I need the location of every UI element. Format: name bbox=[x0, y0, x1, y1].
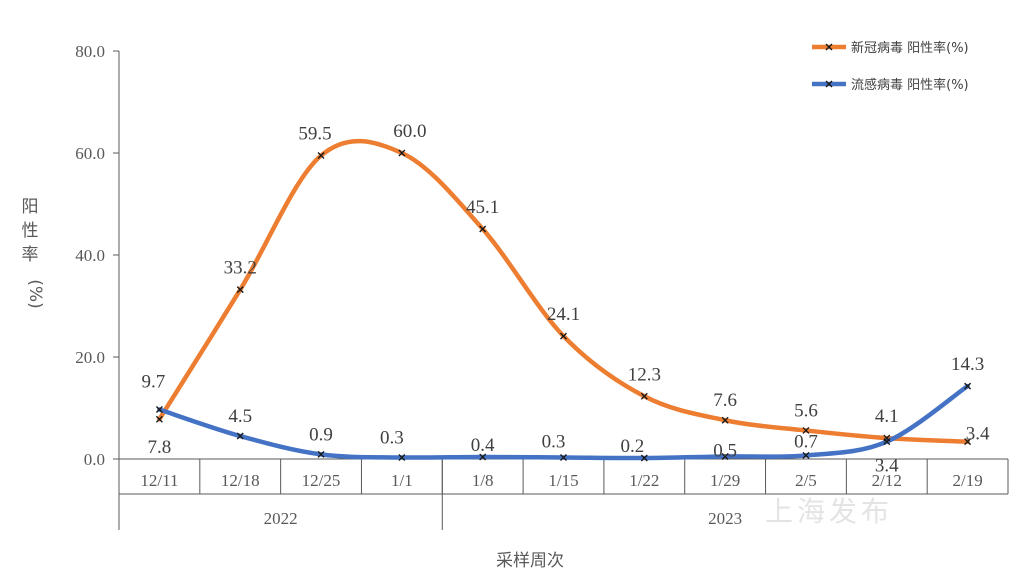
data-point-marker bbox=[317, 450, 325, 458]
data-label: 33.2 bbox=[224, 258, 257, 279]
y-axis-ticks: 0.0 20.0 40.0 60.0 80.0 bbox=[75, 42, 119, 469]
data-label: 3.4 bbox=[875, 456, 899, 477]
series-line-1 bbox=[157, 138, 970, 444]
x-tick-label: 12/11 bbox=[140, 471, 178, 490]
legend-label: 新冠病毒 阳性率(%) bbox=[851, 40, 969, 56]
y-tick-label: 80.0 bbox=[75, 42, 105, 61]
data-label: 0.2 bbox=[620, 436, 644, 457]
data-point-marker bbox=[560, 453, 567, 461]
legend-marker bbox=[825, 43, 833, 51]
x-tick-label: 2/5 bbox=[795, 471, 817, 490]
data-label: 0.3 bbox=[542, 431, 566, 452]
data-label: 7.6 bbox=[713, 390, 737, 411]
data-point-marker bbox=[236, 432, 244, 440]
data-point-marker bbox=[479, 225, 487, 233]
data-label: 4.1 bbox=[875, 406, 899, 427]
watermark-logo: 上海发布 bbox=[765, 495, 894, 528]
data-point-marker bbox=[640, 392, 648, 400]
data-label: 4.5 bbox=[228, 406, 252, 427]
y-tick-label: 60.0 bbox=[75, 144, 105, 163]
data-label: 24.1 bbox=[547, 304, 580, 325]
data-point-marker bbox=[721, 452, 729, 460]
x-tick-label: 1/15 bbox=[548, 471, 578, 490]
x-tick-label: 2/19 bbox=[952, 471, 982, 490]
y-tick-label: 20.0 bbox=[75, 348, 105, 367]
series-markers bbox=[155, 149, 972, 462]
data-label: 3.4 bbox=[966, 424, 990, 445]
data-label: 0.7 bbox=[794, 431, 818, 452]
data-label: 7.8 bbox=[148, 437, 172, 458]
series-lines bbox=[157, 138, 970, 461]
data-label: 0.4 bbox=[471, 435, 495, 456]
data-label: 59.5 bbox=[298, 124, 331, 145]
x-tick-label: 1/1 bbox=[391, 471, 413, 490]
x-axis-ticks: 2022 2023 12/11 12/18 12/25 1/1 1/8 1/15 1/22 1/2… bbox=[140, 471, 982, 528]
legend-marker bbox=[825, 80, 833, 88]
x-tick-label: 12/25 bbox=[302, 471, 341, 490]
y-axis-title: 阳性率 bbox=[22, 197, 39, 265]
data-point-marker bbox=[479, 453, 487, 461]
data-point-marker bbox=[155, 415, 163, 423]
x-tick-label: 2/12 bbox=[872, 471, 902, 490]
data-point-marker bbox=[236, 286, 244, 294]
data-label: 9.7 bbox=[142, 372, 166, 393]
data-point-marker bbox=[155, 406, 163, 414]
data-point-marker bbox=[640, 454, 648, 462]
data-point-marker bbox=[721, 416, 729, 424]
data-point-marker bbox=[398, 453, 406, 461]
legend: 新冠病毒 阳性率(%) 流感病毒 阳性率(%) bbox=[812, 40, 969, 93]
y-axis-title-unit: (%) bbox=[25, 279, 45, 308]
data-label: 0.5 bbox=[713, 440, 737, 461]
x-year-label: 2023 bbox=[708, 509, 742, 528]
data-point-marker bbox=[883, 438, 891, 446]
data-label: 14.3 bbox=[951, 354, 984, 375]
legend-label: 流感病毒 阳性率(%) bbox=[851, 77, 969, 93]
data-point-marker bbox=[802, 451, 810, 459]
y-tick-label: 40.0 bbox=[75, 246, 105, 265]
data-point-marker bbox=[964, 438, 972, 446]
data-point-marker bbox=[560, 332, 567, 340]
data-label: 12.3 bbox=[628, 364, 661, 385]
data-point-marker bbox=[802, 426, 810, 434]
data-point-marker bbox=[317, 152, 325, 160]
x-axis-title: 采样周次 bbox=[496, 551, 564, 571]
x-tick-label: 12/18 bbox=[221, 471, 260, 490]
y-tick-label: 0.0 bbox=[84, 450, 105, 469]
data-labels: 7.8 33.2 59.5 60.0 45.1 24.1 12.3 7.6 5.6 4.1 3.4 9… bbox=[142, 121, 990, 477]
data-label: 5.6 bbox=[794, 400, 818, 421]
data-label: 0.3 bbox=[380, 427, 404, 448]
data-label: 45.1 bbox=[466, 197, 499, 218]
x-tick-label: 1/8 bbox=[472, 471, 494, 490]
x-year-label: 2022 bbox=[264, 509, 298, 528]
data-label: 60.0 bbox=[393, 121, 426, 142]
data-point-marker bbox=[398, 149, 406, 157]
x-tick-label: 1/22 bbox=[629, 471, 659, 490]
data-label: 0.9 bbox=[309, 424, 333, 445]
data-point-marker bbox=[964, 382, 972, 390]
x-tick-label: 1/29 bbox=[710, 471, 740, 490]
chart-axes bbox=[118, 51, 1009, 530]
